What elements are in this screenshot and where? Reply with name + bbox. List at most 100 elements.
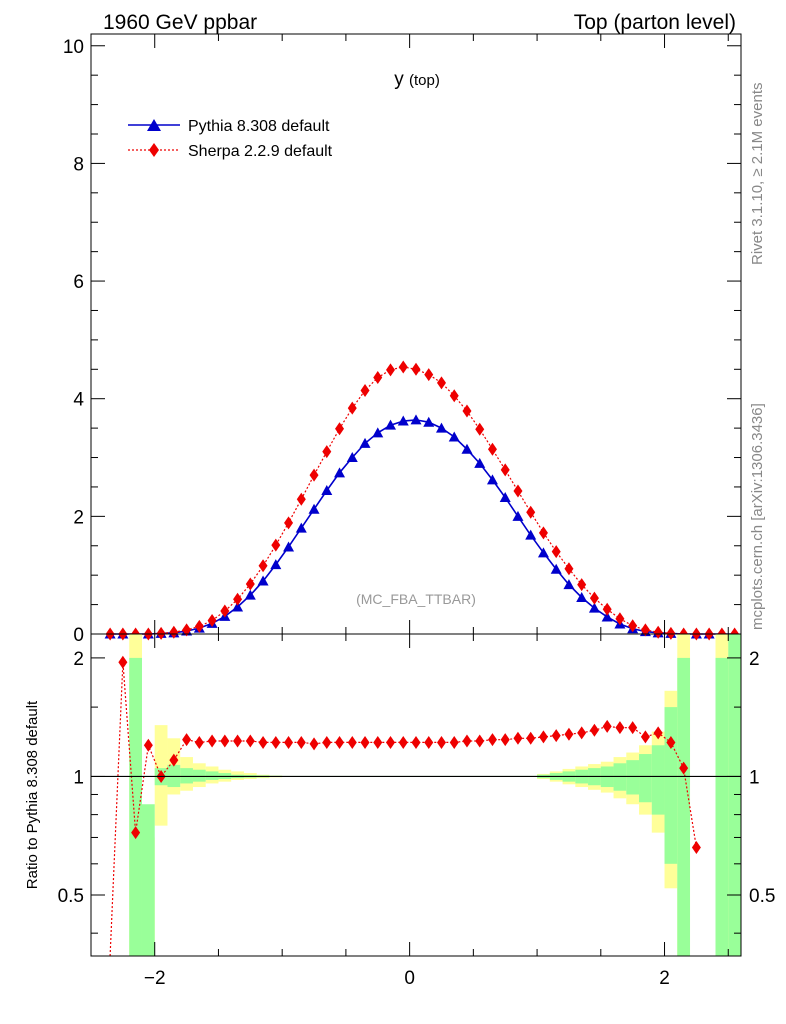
main-ytick-label: 4 <box>73 390 84 411</box>
ratio-sherpa-point <box>628 721 638 735</box>
legend-sherpa-label: Sherpa 2.2.9 default <box>188 143 333 160</box>
ratio-xtick-label: 0 <box>404 968 415 989</box>
legend-pythia-marker <box>147 119 161 131</box>
sherpa-point <box>500 463 510 477</box>
sherpa-point <box>551 545 561 559</box>
ratio-xtick-label: −2 <box>144 968 166 989</box>
ratio-sherpa-point <box>577 726 587 740</box>
ratio-sherpa-point <box>118 655 128 669</box>
sherpa-point <box>373 371 383 385</box>
pythia-point <box>359 437 371 448</box>
sherpa-point <box>424 368 434 382</box>
pythia-point <box>601 611 613 622</box>
ratio-xtick-label: 2 <box>659 968 670 989</box>
pythia-point <box>257 575 269 586</box>
ratio-sherpa-point <box>551 729 561 743</box>
sherpa-point <box>640 623 650 637</box>
ratio-sherpa-point <box>207 734 217 748</box>
ratio-sherpa-point <box>589 723 599 737</box>
ratio-series-layer <box>109 655 701 957</box>
sherpa-point <box>220 604 230 618</box>
ratio-ytick-label: 1 <box>73 767 84 788</box>
sherpa-point <box>207 613 217 627</box>
pythia-point <box>334 467 346 478</box>
sherpa-point <box>513 484 523 498</box>
ratio-sherpa-point <box>424 735 434 749</box>
pythia-point <box>346 452 358 463</box>
ratio-sherpa-point <box>233 734 243 748</box>
sherpa-point <box>449 389 459 403</box>
rivet-label: Rivet 3.1.10, ≥ 2.1M events <box>749 83 766 266</box>
ratio-ytick-label-right: 2 <box>749 649 760 670</box>
sherpa-point <box>589 591 599 605</box>
legend-sherpa-marker <box>149 143 159 157</box>
ratio-ytick-label-right: 0.5 <box>749 886 775 907</box>
sherpa-point <box>615 612 625 626</box>
ratio-sherpa-point <box>500 733 510 747</box>
pythia-point <box>372 427 384 438</box>
ratio-sherpa-point <box>220 734 230 748</box>
pythia-point <box>550 563 562 574</box>
ratio-sherpa-point <box>335 735 345 749</box>
sherpa-point <box>526 505 536 519</box>
ratio-sherpa-point <box>666 735 676 749</box>
ratio-sherpa-point <box>182 733 192 747</box>
sherpa-point <box>538 526 548 540</box>
ratio-sherpa-point <box>679 761 689 775</box>
pythia-point <box>448 431 460 442</box>
ratio-bands <box>129 634 741 956</box>
sherpa-point <box>487 442 497 456</box>
ratio-sherpa-point <box>386 735 396 749</box>
pythia-point <box>512 510 524 521</box>
pythia-point <box>537 547 549 558</box>
ratio-sherpa-point <box>131 826 141 840</box>
sherpa-point <box>296 492 306 506</box>
ratio-band-inner <box>626 760 640 795</box>
pythia-point <box>499 492 511 503</box>
ratio-sherpa-point <box>373 735 383 749</box>
ratio-sherpa-point <box>245 734 255 748</box>
pythia-point <box>385 419 397 430</box>
ratio-sherpa-point <box>487 733 497 747</box>
pythia-point <box>270 559 282 570</box>
ratio-sherpa-point <box>169 753 179 767</box>
sherpa-point <box>653 625 663 639</box>
ratio-band-inner <box>651 745 665 815</box>
ratio-band-inner <box>677 657 691 956</box>
pythia-point <box>474 457 486 468</box>
ratio-sherpa-point <box>436 735 446 749</box>
ratio-panel: 0.5 0.5 1 1 2 2 −2 0 2 Ratio to Pythia 8.308 def… <box>24 633 775 989</box>
pythia-point <box>410 414 422 425</box>
sherpa-point <box>182 623 192 637</box>
pythia-point <box>576 592 588 603</box>
ratio-sherpa-point <box>398 735 408 749</box>
pythia-point <box>525 529 537 540</box>
ratio-sherpa-point <box>538 730 548 744</box>
ratio-axes: 0.5 0.5 1 1 2 2 −2 0 2 <box>58 633 775 989</box>
main-ytick-label: 6 <box>73 272 84 293</box>
ratio-ylabel: Ratio to Pythia 8.308 default <box>24 700 41 889</box>
main-series-layer <box>104 360 741 641</box>
pythia-point <box>232 601 244 612</box>
sherpa-point <box>194 619 204 633</box>
ratio-line-sherpa <box>109 662 697 957</box>
sherpa-point <box>577 578 587 592</box>
ratio-sherpa-point <box>462 734 472 748</box>
ratio-sherpa-point <box>449 735 459 749</box>
ratio-sherpa-point <box>194 735 204 749</box>
sherpa-point <box>360 383 370 397</box>
ratio-sherpa-point <box>143 738 153 752</box>
sherpa-point <box>233 592 243 606</box>
legend: Pythia 8.308 default Sherpa 2.2.9 defaul… <box>128 118 333 160</box>
ratio-sherpa-point <box>296 735 306 749</box>
main-ytick-label: 2 <box>73 507 84 528</box>
ratio-sherpa-point <box>475 734 485 748</box>
mcplots-label: mcplots.cern.ch [arXiv:1306.3436] <box>749 403 766 630</box>
pythia-point <box>423 416 435 427</box>
ratio-ytick-label: 0.5 <box>58 886 84 907</box>
ratio-band-inner <box>728 634 741 956</box>
ratio-sherpa-point <box>653 726 663 740</box>
main-axes: 0 2 4 6 8 10 <box>63 33 742 646</box>
ratio-sherpa-point <box>258 735 268 749</box>
